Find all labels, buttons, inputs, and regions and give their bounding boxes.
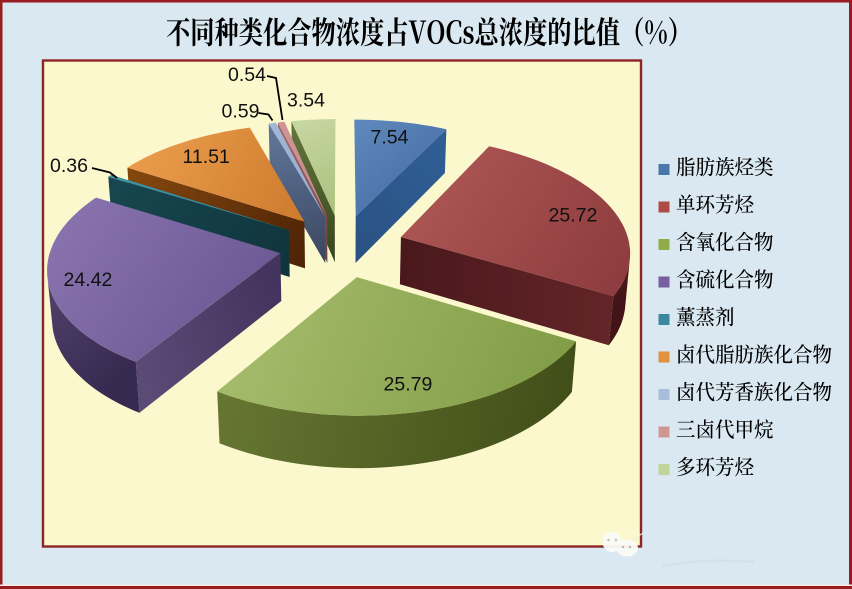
svg-text:7.54: 7.54 (371, 127, 409, 149)
svg-text:0.54: 0.54 (228, 64, 266, 86)
svg-text:0.36: 0.36 (50, 155, 88, 177)
svg-text:3.54: 3.54 (287, 90, 325, 112)
svg-text:25.72: 25.72 (549, 205, 598, 227)
svg-text:25.79: 25.79 (384, 374, 433, 396)
svg-text:24.42: 24.42 (64, 269, 113, 291)
svg-text:11.51: 11.51 (183, 146, 230, 168)
svg-text:0.59: 0.59 (222, 101, 260, 123)
